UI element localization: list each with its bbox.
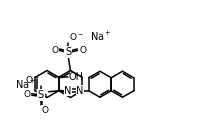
Text: O: O	[79, 46, 86, 55]
Text: O: O	[42, 106, 49, 115]
Text: O: O	[24, 90, 31, 99]
Text: OH: OH	[69, 72, 84, 82]
Text: S: S	[38, 90, 44, 100]
Text: Na$^+$: Na$^+$	[90, 30, 112, 43]
Text: O$^-$: O$^-$	[69, 30, 84, 42]
Text: Na$^+$: Na$^+$	[15, 78, 36, 91]
Text: N: N	[64, 86, 71, 96]
Text: O: O	[51, 46, 58, 55]
Text: O$^-$: O$^-$	[25, 74, 40, 85]
Text: N: N	[76, 86, 83, 96]
Text: S: S	[65, 47, 71, 57]
